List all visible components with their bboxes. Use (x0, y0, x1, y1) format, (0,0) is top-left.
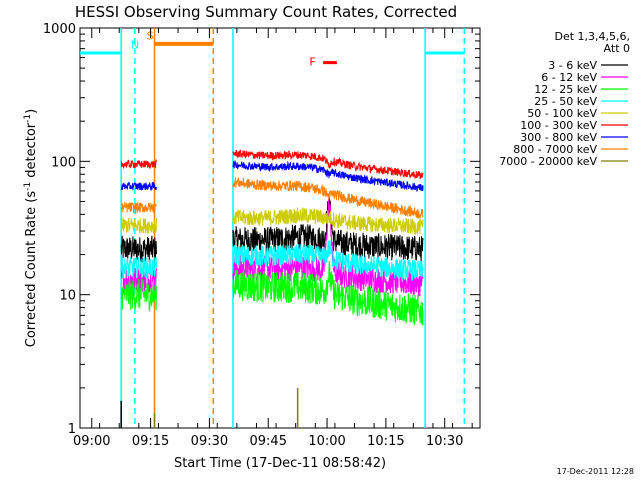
footer-timestamp: 17-Dec-2011 12:28 (557, 467, 634, 476)
night-label: N (131, 39, 139, 52)
y-axis-label: Corrected Count Rate (s-1 detector-1) (23, 109, 39, 347)
series-line (120, 235, 157, 263)
y-tick-label: 1 (68, 422, 76, 437)
legend-entry-label: 100 - 300 keV (520, 119, 597, 132)
legend-entry-label: 7000 - 20000 keV (499, 155, 597, 168)
series-line (232, 177, 424, 219)
x-tick-label: 10:15 (367, 434, 404, 449)
series-lines (120, 149, 424, 428)
x-tick-label: 10:00 (308, 434, 345, 449)
plot-frame (79, 27, 481, 429)
x-tick-label: 09:30 (191, 434, 228, 449)
y-axis-label-end: ) (24, 109, 39, 114)
chart-title: HESSI Observing Summary Count Rates, Cor… (75, 3, 457, 21)
x-axis-ticks: 09:00 09:15 09:30 09:45 10:00 10:15 10:30 (73, 28, 473, 449)
y-tick-label: 100 (51, 155, 76, 170)
legend-title-line1: Det 1,3,4,5,6, (554, 30, 630, 43)
x-axis-label: Start Time (17-Dec-11 08:58:42) (174, 456, 386, 471)
x-tick-label: 09:00 (73, 434, 110, 449)
x-tick-label: 10:30 (426, 434, 463, 449)
x-tick-label: 09:15 (132, 434, 169, 449)
y-axis-ticks: 1 10 100 1000 (43, 22, 480, 437)
y-axis-label-main: Corrected Count Rate (s (24, 191, 39, 348)
y-axis-label-sup1: -1 (23, 182, 33, 191)
series-line (232, 160, 424, 192)
series-line (120, 181, 157, 192)
y-tick-label: 1000 (43, 22, 76, 37)
series-line (232, 260, 424, 326)
series-line (121, 158, 157, 169)
series-line (232, 240, 424, 281)
flare-label: F (309, 55, 315, 68)
legend-title-line2: Att 0 (604, 42, 630, 55)
y-axis-label-sup2: -1 (23, 114, 33, 123)
x-tick-label: 09:45 (250, 434, 287, 449)
series-line (120, 256, 157, 279)
legend-entry-label: 25 - 50 keV (534, 95, 597, 108)
y-tick-label: 10 (59, 289, 76, 304)
legend-entry-label: 6 - 12 keV (541, 71, 597, 84)
series-line (232, 149, 424, 180)
legend-entry-label: 12 - 25 keV (534, 83, 597, 96)
legend-entry-label: 50 - 100 keV (527, 107, 597, 120)
series-line (120, 201, 157, 214)
y-axis-label-mid: detector (24, 122, 39, 182)
legend-entry-label: 300 - 800 keV (520, 131, 597, 144)
series-line (120, 278, 157, 312)
legend-entry-label: 800 - 7000 keV (513, 143, 597, 156)
series-line (120, 217, 157, 234)
legend-entry-label: 3 - 6 keV (548, 59, 597, 72)
series-line (232, 207, 424, 235)
